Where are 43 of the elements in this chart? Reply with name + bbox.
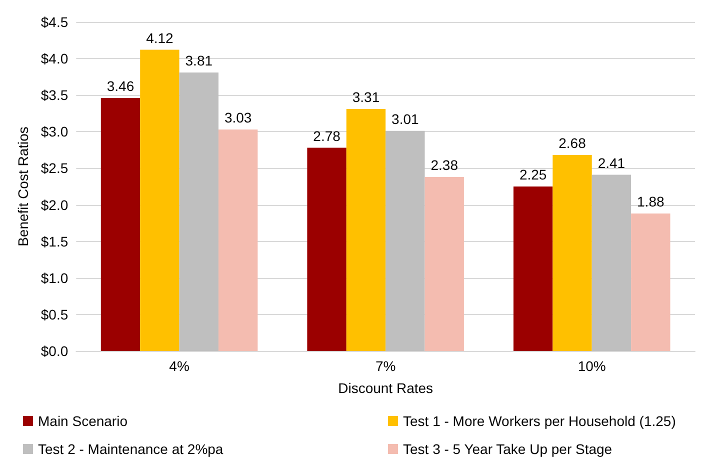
data-label: 3.01 [392,110,420,127]
y-tick-label: $0.0 [40,343,68,359]
data-label: 2.78 [313,128,341,144]
y-tick-label: $0.5 [40,306,68,322]
y-tick-label: $2.5 [40,160,68,176]
y-tick-label: $3.5 [40,87,68,104]
data-label: 3.03 [224,109,252,126]
legend-label: Test 2 - Maintenance at 2%pa [38,441,224,457]
bar [346,109,386,351]
x-tick-label: 7% [375,358,396,374]
bar [592,174,632,351]
legend-label: Test 1 - More Workers per Household (1.25) [403,413,676,429]
data-label: 2.41 [598,154,626,171]
data-label: 2.25 [519,166,547,182]
data-label: 3.31 [352,89,380,105]
bar [631,214,670,351]
y-tick-label: $1.0 [40,270,68,286]
y-tick-label: $4.0 [40,50,68,67]
data-label: 2.38 [430,156,458,173]
data-label: 4.12 [146,30,174,46]
bar [513,186,553,351]
bar [140,50,180,351]
data-label: 3.46 [106,78,134,94]
y-tick-label: $3.0 [40,124,68,140]
legend-label: Main Scenario [38,413,128,429]
data-label: 2.68 [558,135,586,152]
data-label: 3.81 [185,52,213,68]
y-tick-label: $4.5 [40,14,68,30]
bar [100,98,140,351]
bar [307,148,346,351]
bar [179,72,218,351]
y-axis-title: Benefit Cost Ratios [15,126,31,246]
x-axis-title: Discount Rates [338,380,434,396]
y-tick-label: $2.0 [40,196,68,213]
data-label: 1.88 [637,194,664,210]
y-tick-label: $1.5 [40,233,68,250]
x-tick-label: 10% [578,358,606,374]
x-tick-label: 4% [169,358,190,374]
bar [552,155,592,351]
legend-label: Test 3 - 5 Year Take Up per Stage [403,441,612,457]
bar [386,130,425,351]
bar [424,176,464,351]
bar [218,129,258,351]
